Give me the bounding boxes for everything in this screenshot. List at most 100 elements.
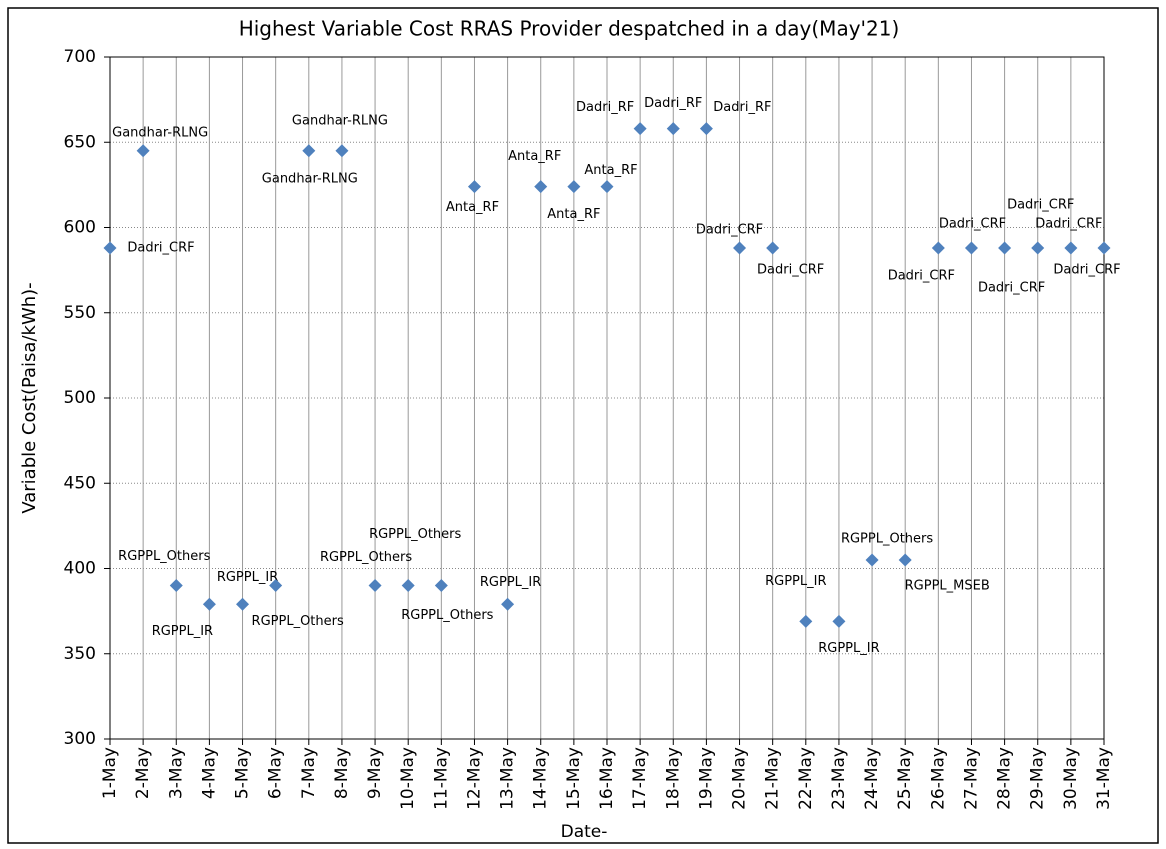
point-label: Dadri_CRF: [1007, 197, 1074, 212]
y-tick-label: 350: [64, 644, 96, 664]
x-tick-label: 18-May: [663, 747, 683, 810]
point-label: RGPPL_Others: [401, 608, 493, 623]
marker: [534, 180, 548, 194]
marker: [799, 614, 813, 628]
y-tick-label: 650: [64, 132, 96, 152]
x-tick-label: 2-May: [133, 747, 153, 799]
point-label: RGPPL_Others: [841, 531, 933, 546]
point-label: RGPPL_IR: [765, 574, 826, 589]
point-label: RGPPL_MSEB: [905, 578, 990, 593]
marker: [1031, 241, 1045, 255]
x-tick-label: 12-May: [464, 747, 484, 810]
x-tick-label: 28-May: [995, 747, 1015, 810]
point-label: Dadri_RF: [576, 100, 634, 115]
x-tick-label: 6-May: [266, 747, 286, 799]
marker: [832, 614, 846, 628]
y-tick-label: 500: [64, 388, 96, 408]
x-tick-label: 4-May: [199, 747, 219, 799]
x-tick-label: 5-May: [233, 747, 253, 799]
point-label: RGPPL_Others: [252, 614, 344, 629]
point-label: Gandhar-RLNG: [292, 113, 388, 128]
marker: [103, 241, 117, 255]
point-label: Dadri_CRF: [757, 262, 824, 277]
chart-title: Highest Variable Cost RRAS Provider desp…: [239, 17, 900, 41]
point-label: RGPPL_Others: [369, 527, 461, 542]
x-tick-label: 16-May: [597, 747, 617, 810]
marker: [269, 579, 283, 593]
x-tick-label: 10-May: [398, 747, 418, 810]
x-tick-label: 31-May: [1094, 747, 1114, 810]
point-label: RGPPL_IR: [152, 624, 213, 639]
marker: [467, 180, 481, 194]
marker: [699, 122, 713, 136]
point-label: Gandhar-RLNG: [112, 125, 208, 140]
y-tick-label: 550: [64, 303, 96, 323]
marker: [865, 553, 879, 567]
point-label: Dadri_CRF: [127, 240, 194, 255]
x-tick-label: 23-May: [829, 747, 849, 810]
x-tick-label: 25-May: [895, 747, 915, 810]
point-label: RGPPL_IR: [480, 575, 541, 590]
x-tick-label: 22-May: [796, 747, 816, 810]
y-tick-label: 450: [64, 473, 96, 493]
marker: [501, 597, 515, 611]
y-tick-label: 700: [64, 47, 96, 67]
x-tick-label: 21-May: [763, 747, 783, 810]
marker: [169, 579, 183, 593]
x-tick-label: 11-May: [431, 747, 451, 810]
x-tick-label: 17-May: [630, 747, 650, 810]
marker: [401, 579, 415, 593]
y-axis-label: Variable Cost(Paisa/kWh)-: [19, 282, 40, 513]
point-label: Dadri_CRF: [939, 216, 1006, 231]
y-tick-label: 400: [64, 559, 96, 579]
x-tick-label: 27-May: [961, 747, 981, 810]
point-label: Dadri_RF: [713, 100, 771, 115]
marker: [136, 144, 150, 158]
marker: [633, 122, 647, 136]
marker: [335, 144, 349, 158]
marker: [600, 180, 614, 194]
y-tick-label: 600: [64, 218, 96, 238]
x-tick-label: 3-May: [166, 747, 186, 799]
marker: [236, 597, 250, 611]
marker: [931, 241, 945, 255]
x-tick-label: 20-May: [730, 747, 750, 810]
marker: [202, 597, 216, 611]
point-label: RGPPL_Others: [320, 550, 412, 565]
marker: [998, 241, 1012, 255]
point-label: Anta_RF: [547, 207, 600, 222]
x-tick-label: 24-May: [862, 747, 882, 810]
x-tick-label: 30-May: [1061, 747, 1081, 810]
point-label: Dadri_CRF: [696, 222, 763, 237]
marker: [898, 553, 912, 567]
point-label: Dadri_CRF: [1053, 262, 1120, 277]
point-label: RGPPL_IR: [818, 641, 879, 656]
marker: [1064, 241, 1078, 255]
point-label: RGPPL_Others: [118, 549, 210, 564]
x-tick-label: 15-May: [564, 747, 584, 810]
point-label: Dadri_CRF: [888, 268, 955, 283]
x-tick-label: 26-May: [928, 747, 948, 810]
point-label: RGPPL_IR: [217, 570, 278, 585]
marker: [733, 241, 747, 255]
point-label: Anta_RF: [508, 149, 561, 164]
chart-border: [7, 7, 1159, 844]
point-label: Dadri_CRF: [1035, 216, 1102, 231]
plot-frame: [109, 56, 1105, 740]
marker: [302, 144, 316, 158]
x-tick-label: 14-May: [531, 747, 551, 810]
marker: [666, 122, 680, 136]
point-label: Anta_RF: [584, 163, 637, 178]
x-tick-label: 13-May: [498, 747, 518, 810]
point-label: Gandhar-RLNG: [262, 171, 358, 186]
marker: [766, 241, 780, 255]
marker: [434, 579, 448, 593]
marker: [368, 579, 382, 593]
y-tick-label: 300: [64, 729, 96, 749]
marker: [567, 180, 581, 194]
x-tick-label: 8-May: [332, 747, 352, 799]
x-tick-label: 19-May: [696, 747, 716, 810]
x-tick-label: 9-May: [365, 747, 385, 799]
x-tick-label: 7-May: [299, 747, 319, 799]
